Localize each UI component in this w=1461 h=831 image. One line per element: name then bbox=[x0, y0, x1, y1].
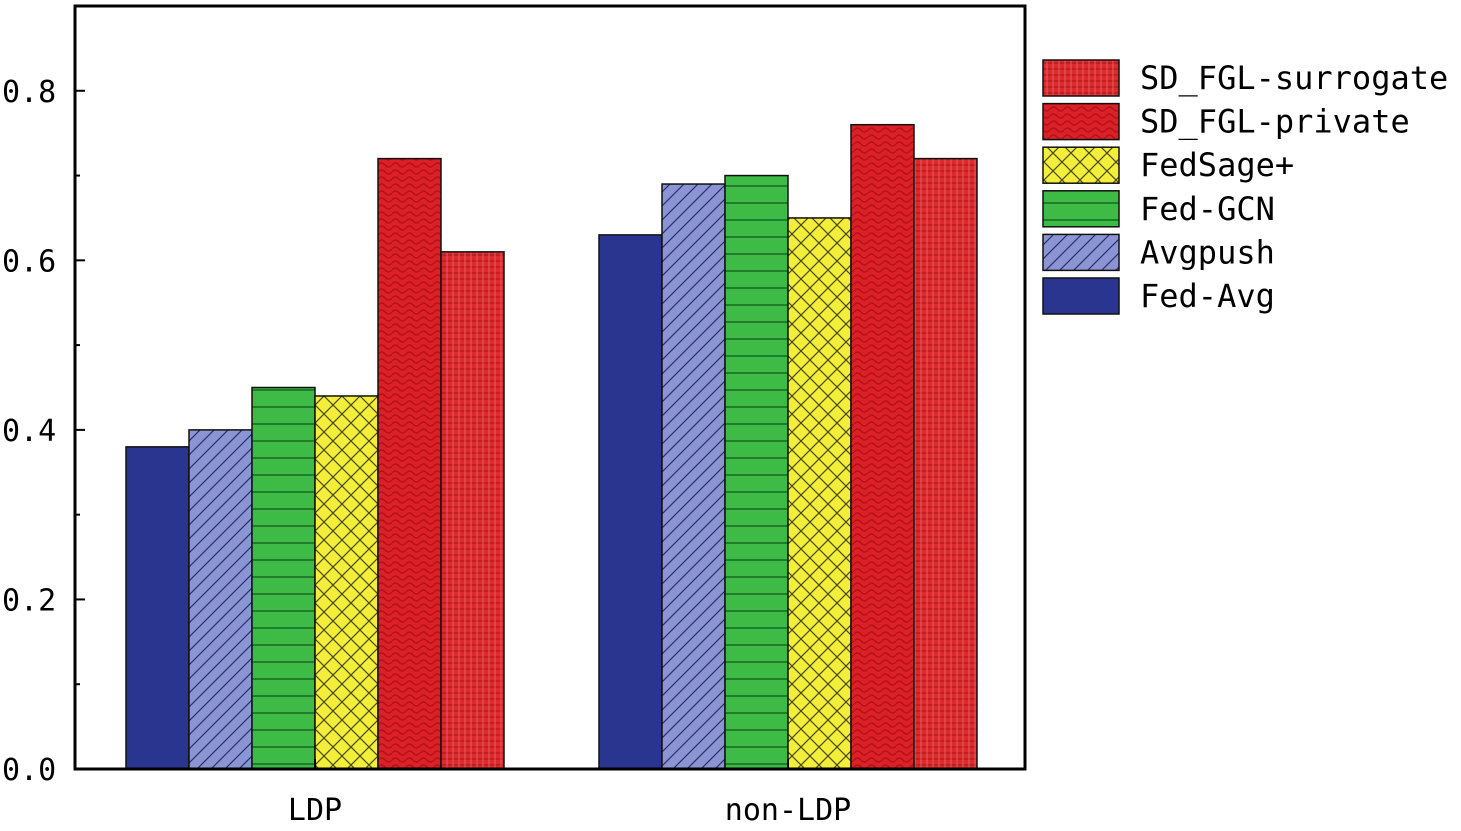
y-tick-label: 0.8 bbox=[2, 75, 56, 110]
plot-frame bbox=[73, 4, 1027, 771]
bar-fed-gcn-ldp bbox=[251, 386, 316, 770]
legend-label: SD_FGL-surrogate bbox=[1140, 59, 1448, 97]
bar-fedsage--ldp bbox=[314, 395, 379, 770]
axis-layer: 0.0 0.2 0.4 0.6 0.8 LDP non-LDP bbox=[2, 5, 851, 828]
bar-sd-fgl-surrogate-non-ldp bbox=[913, 157, 978, 770]
bar-fed-avg-ldp bbox=[125, 446, 190, 770]
legend-swatch bbox=[1042, 233, 1120, 272]
legend-label: FedSage+ bbox=[1140, 146, 1294, 184]
x-tick-label: non-LDP bbox=[725, 793, 851, 828]
bar-sd-fgl-surrogate-ldp bbox=[440, 251, 505, 770]
legend-swatch bbox=[1042, 102, 1120, 141]
bar-fedsage--non-ldp bbox=[787, 217, 852, 770]
legend-label: Fed-Avg bbox=[1140, 277, 1275, 315]
y-tick-label: 0.4 bbox=[2, 414, 56, 449]
y-tick-label: 0.6 bbox=[2, 244, 56, 279]
bar-avgpush-non-ldp bbox=[661, 183, 726, 770]
legend-swatch bbox=[1042, 59, 1120, 97]
x-tick-label: LDP bbox=[288, 793, 342, 828]
legend-label: SD_FGL-private bbox=[1140, 103, 1410, 141]
legend-swatch bbox=[1042, 277, 1120, 315]
y-tick-label: 0.2 bbox=[2, 583, 56, 618]
y-tick-label: 0.0 bbox=[2, 753, 56, 788]
bar-fed-gcn-non-ldp bbox=[724, 174, 789, 770]
bar-sd-fgl-private-non-ldp bbox=[850, 123, 915, 770]
legend-label: Fed-GCN bbox=[1140, 190, 1275, 228]
bar-sd-fgl-private-ldp bbox=[377, 157, 442, 770]
bar-avgpush-ldp bbox=[188, 429, 253, 770]
legend-swatch bbox=[1042, 190, 1120, 228]
legend-label: Avgpush bbox=[1140, 233, 1275, 271]
legend-swatch bbox=[1042, 146, 1120, 184]
bars-layer bbox=[125, 123, 978, 770]
bar-fed-avg-non-ldp bbox=[598, 234, 663, 770]
legend: SD_FGL-surrogate SD_FGL-private FedSage+ Fe… bbox=[1042, 59, 1448, 315]
